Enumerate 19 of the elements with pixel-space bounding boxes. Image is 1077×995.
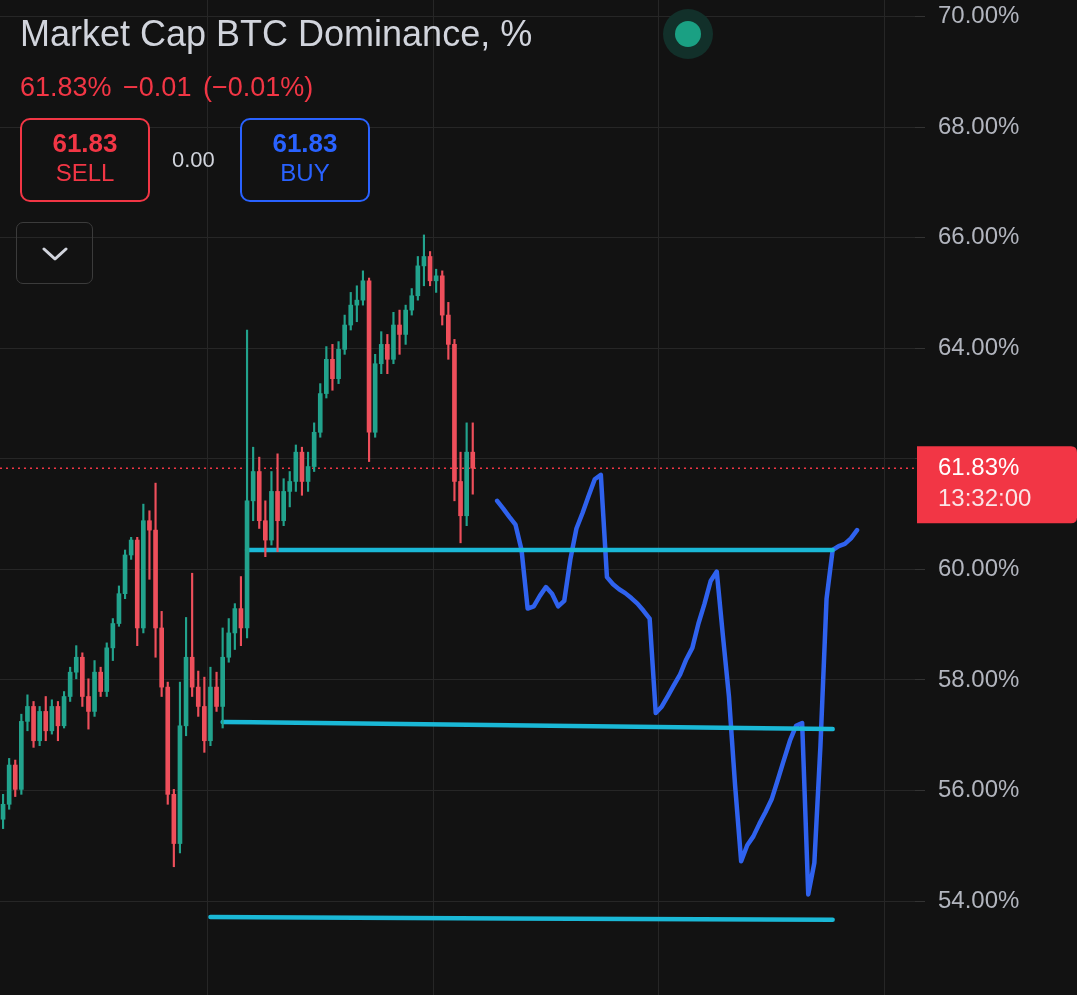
annotation: 61.83: [51, 128, 119, 158]
y-tick-label: 54.00%: [938, 885, 1020, 913]
y-tick-label: 56.00%: [938, 775, 1020, 803]
sell-button: 61.83 SELL: [20, 118, 150, 202]
y-tick-label: 68.00%: [938, 111, 1020, 139]
y-tick-label: 70.00%: [938, 1, 1020, 29]
buy-button: 61.83 BUY: [240, 118, 370, 202]
ref-line-label: 61.83%: [938, 452, 1020, 480]
text: 61.83% −0.01 (−0.01%): [20, 71, 314, 103]
annotation: 61.83: [271, 128, 339, 158]
annotation: 0.00: [172, 146, 215, 174]
y-tick-label: 58.00%: [938, 664, 1020, 692]
y-tick-label: 66.00%: [938, 222, 1020, 250]
y-tick-label: 60.00%: [938, 553, 1020, 581]
annotation: BUY: [279, 158, 331, 188]
text: 13:32:00: [938, 483, 1032, 511]
y-tick-label: 64.00%: [938, 332, 1020, 360]
chart-title: Market Cap BTC Dominance, %: [20, 13, 533, 55]
annotation: SELL: [54, 158, 116, 188]
